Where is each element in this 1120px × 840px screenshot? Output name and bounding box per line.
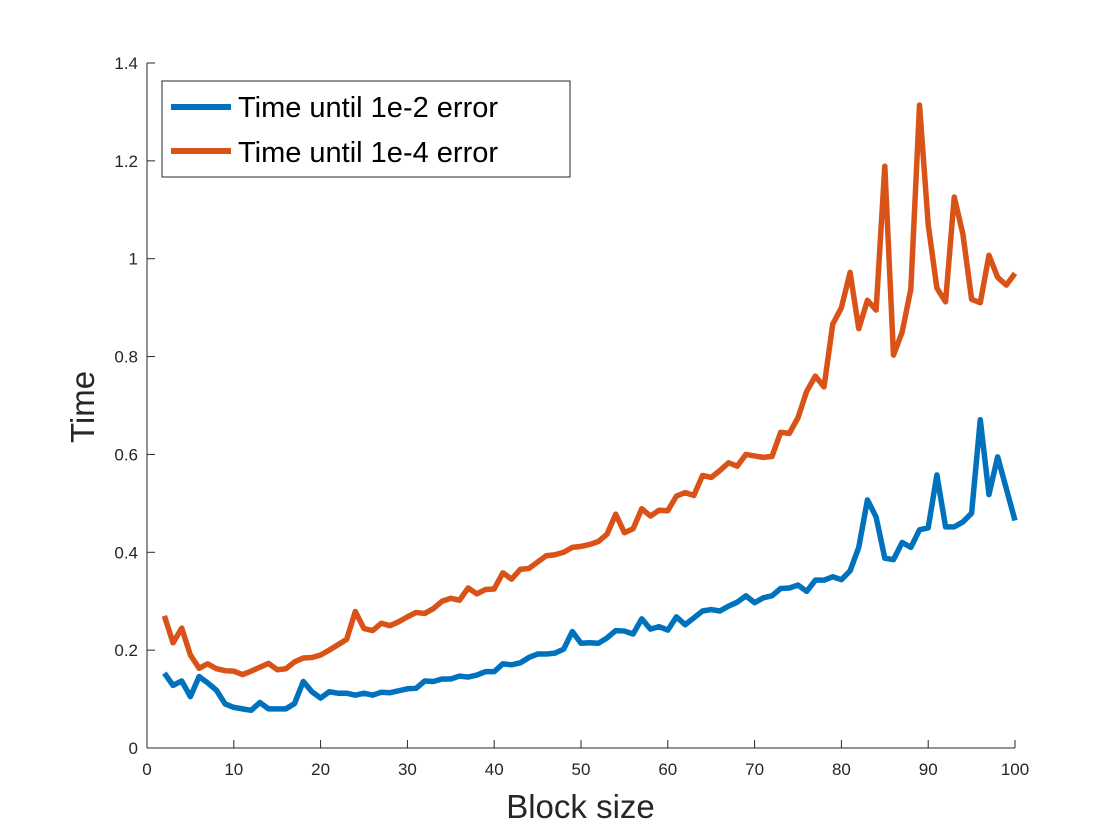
series-line-2 [161,102,1018,678]
y-tick-label: 0 [129,739,138,758]
y-tick-label: 1 [129,250,138,269]
y-tick-label: 0.2 [114,641,138,660]
x-axis-label: Block size [506,788,655,825]
legend-box [161,80,571,178]
y-axis-label: Time [64,371,101,443]
x-tick-label: 30 [398,760,417,779]
legend-label-series-2: Time until 1e-4 error [238,137,498,169]
x-tick-label: 100 [1001,760,1029,779]
x-tick-label: 40 [485,760,504,779]
ticks: 0 10 20 30 40 50 60 70 80 90 100 0 0.2 0.4 0.6 0.8 1 1.2 1… [114,54,1029,779]
x-tick-label: 0 [142,760,151,779]
y-tick-label: 1.4 [114,54,138,73]
y-tick-label: 1.2 [114,152,138,171]
series-line-1 [162,416,1018,714]
legend: Time until 1e-2 error Time until 1e-4 er… [161,80,571,178]
series-layer [161,102,1018,714]
legend-label-series-1: Time until 1e-2 error [238,92,498,124]
x-tick-label: 70 [745,760,764,779]
y-tick-label: 0.4 [114,543,138,562]
x-tick-label: 10 [224,760,243,779]
x-tick-label: 60 [658,760,677,779]
x-tick-label: 50 [572,760,591,779]
x-tick-label: 80 [832,760,851,779]
y-tick-label: 0.6 [114,445,138,464]
x-tick-label: 20 [311,760,330,779]
x-tick-label: 90 [919,760,938,779]
y-tick-label: 0.8 [114,348,138,367]
